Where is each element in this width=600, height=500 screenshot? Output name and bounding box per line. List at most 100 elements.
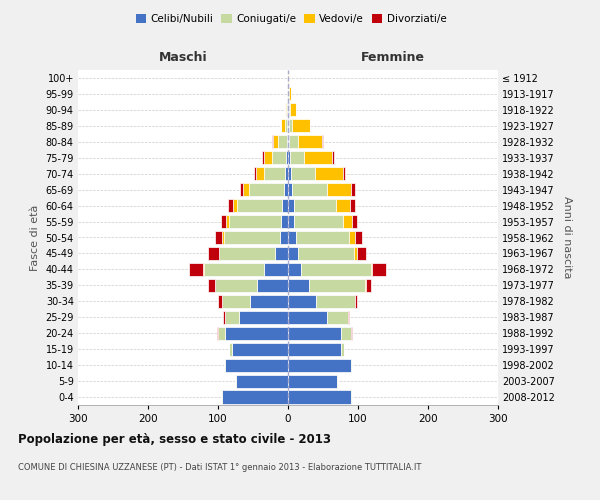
Bar [351,358,352,372]
Bar [351,390,352,404]
Bar [208,247,218,260]
Bar [304,151,332,164]
Bar [347,310,349,324]
Bar [287,104,288,117]
Bar [288,310,326,324]
Bar [288,199,293,212]
Bar [301,263,371,276]
Bar [296,231,349,244]
Bar [221,390,288,404]
Bar [257,279,288,292]
Bar [221,215,226,228]
Bar [243,183,249,196]
Bar [354,247,358,260]
Bar [218,326,225,340]
Bar [288,183,292,196]
Bar [229,215,281,228]
Bar [272,135,278,148]
Bar [295,215,343,228]
Y-axis label: Anni di nascita: Anni di nascita [562,196,572,279]
Bar [220,247,275,260]
Bar [222,231,224,244]
Bar [288,358,351,372]
Bar [208,279,215,292]
Bar [287,88,288,101]
Bar [225,358,288,372]
Bar [286,104,287,117]
Bar [232,342,288,355]
Bar [288,120,289,132]
Bar [371,263,372,276]
Bar [350,199,355,212]
Bar [335,199,350,212]
Bar [203,263,204,276]
Text: Maschi: Maschi [158,50,208,64]
Bar [288,231,296,244]
Bar [343,215,352,228]
Bar [341,342,344,355]
Bar [225,310,239,324]
Bar [355,295,358,308]
Bar [284,183,288,196]
Bar [281,120,284,132]
Bar [278,135,287,148]
Bar [286,151,288,164]
Bar [263,151,272,164]
Bar [288,167,291,180]
Bar [283,199,288,212]
Bar [204,263,263,276]
Y-axis label: Fasce di età: Fasce di età [30,204,40,270]
Bar [349,231,355,244]
Bar [290,151,304,164]
Bar [254,167,256,180]
Bar [218,247,220,260]
Bar [288,151,290,164]
Bar [288,104,289,117]
Bar [288,88,289,101]
Bar [190,263,203,276]
Bar [262,151,263,164]
Bar [289,104,290,117]
Bar [292,183,326,196]
Bar [352,215,358,228]
Bar [290,104,296,117]
Bar [239,310,288,324]
Bar [256,167,264,180]
Bar [272,151,286,164]
Bar [288,247,298,260]
Bar [372,263,386,276]
Bar [288,72,289,85]
Bar [316,295,355,308]
Bar [322,135,323,148]
Bar [289,135,298,148]
Bar [288,374,337,388]
Bar [351,326,352,340]
Bar [288,263,301,276]
Bar [233,199,237,212]
Bar [229,342,232,355]
Bar [224,358,225,372]
Bar [275,247,288,260]
Text: COMUNE DI CHIESINA UZZANESE (PT) - Dati ISTAT 1° gennaio 2013 - Elaborazione TUT: COMUNE DI CHIESINA UZZANESE (PT) - Dati … [18,462,421,471]
Bar [215,231,222,244]
Bar [288,215,295,228]
Bar [288,279,309,292]
Bar [237,199,283,212]
Bar [288,342,341,355]
Bar [289,88,291,101]
Bar [284,120,287,132]
Bar [288,135,289,148]
Bar [287,120,288,132]
Bar [293,199,335,212]
Bar [223,310,225,324]
Bar [235,374,288,388]
Bar [291,167,316,180]
Bar [326,310,347,324]
Bar [309,279,365,292]
Bar [332,151,334,164]
Text: Popolazione per età, sesso e stato civile - 2013: Popolazione per età, sesso e stato civil… [18,432,331,446]
Bar [225,326,288,340]
Bar [250,295,288,308]
Bar [240,183,243,196]
Bar [263,263,288,276]
